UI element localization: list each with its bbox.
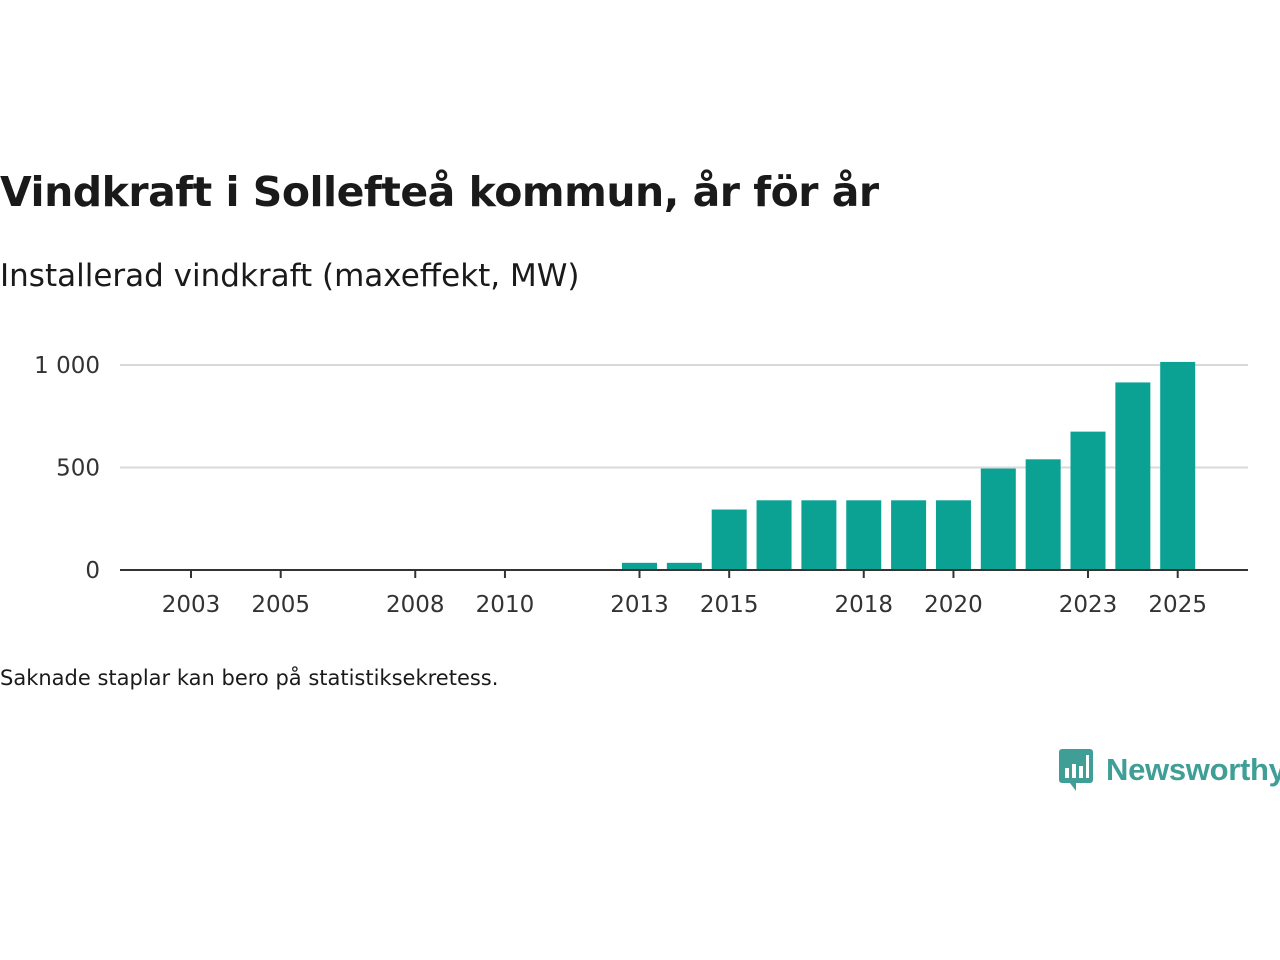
x-tick-label: 2013 xyxy=(610,592,669,618)
chart-title: Vindkraft i Sollefteå kommun, år för år xyxy=(0,168,879,216)
x-tick-label: 2003 xyxy=(162,592,221,618)
chart-subtitle: Installerad vindkraft (maxeffekt, MW) xyxy=(0,258,580,294)
bar-2023 xyxy=(1070,431,1106,570)
bar-2022 xyxy=(1025,459,1061,570)
x-tick-label: 2008 xyxy=(386,592,445,618)
bar-2021 xyxy=(980,468,1016,570)
bar-2015 xyxy=(711,509,747,570)
bar-2016 xyxy=(756,500,792,570)
x-tick-label: 2023 xyxy=(1059,592,1118,618)
newsworthy-logo-text: Newsworthy xyxy=(1106,752,1280,787)
bar-chart: 0 500 1 000 2003 2005 2008 2010 2013 2015 2018 202… xyxy=(34,353,1248,618)
bar-2020 xyxy=(935,500,971,570)
x-tick-label: 2025 xyxy=(1148,592,1207,618)
bar-2017 xyxy=(801,500,837,570)
x-tick-label: 2018 xyxy=(834,592,893,618)
x-tick-label: 2015 xyxy=(700,592,759,618)
bar-2024 xyxy=(1115,382,1151,570)
bar-2019 xyxy=(891,500,927,570)
y-tick-label: 0 xyxy=(85,558,100,584)
y-tick-label: 1 000 xyxy=(34,353,100,379)
bar-2013 xyxy=(622,562,657,570)
x-tick-label: 2020 xyxy=(924,592,983,618)
bar-2014 xyxy=(666,562,702,570)
x-tick-label: 2005 xyxy=(251,592,310,618)
bar-2018 xyxy=(846,500,882,570)
x-tick-label: 2010 xyxy=(476,592,535,618)
y-tick-label: 500 xyxy=(56,456,100,482)
bar-2025 xyxy=(1160,361,1196,570)
newsworthy-logo-icon xyxy=(1059,749,1093,791)
newsworthy-logo: Newsworthy xyxy=(1058,748,1280,792)
footnote: Saknade staplar kan bero på statistiksek… xyxy=(0,666,499,690)
bars xyxy=(622,361,1196,570)
axes: 0 500 1 000 2003 2005 2008 2010 2013 2015 2018 202… xyxy=(34,353,1248,618)
